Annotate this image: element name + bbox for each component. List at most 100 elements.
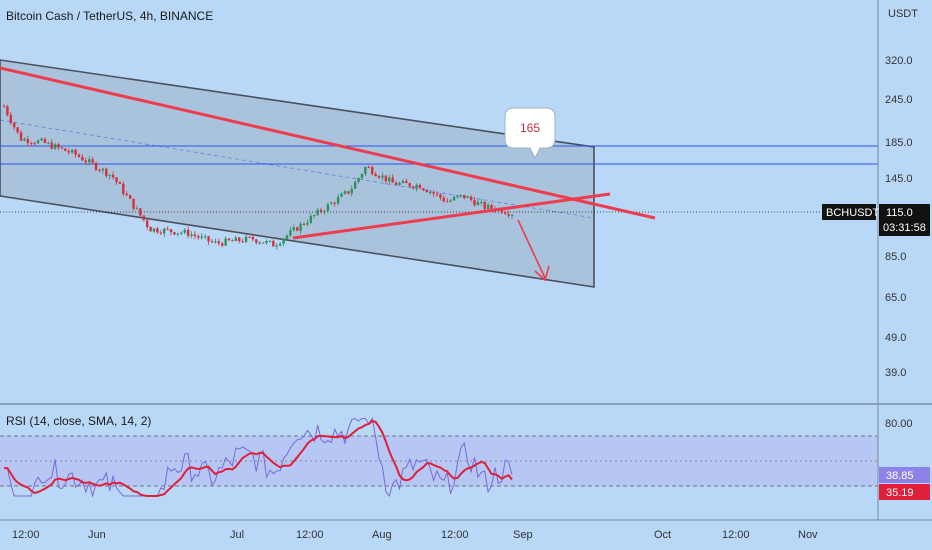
candle-body[interactable] xyxy=(408,183,411,187)
candle-body[interactable] xyxy=(364,167,367,174)
candle-body[interactable] xyxy=(173,232,176,235)
candle-body[interactable] xyxy=(16,127,19,133)
candle-body[interactable] xyxy=(398,182,401,185)
candle-body[interactable] xyxy=(186,229,190,236)
candle-body[interactable] xyxy=(446,201,449,203)
candle-body[interactable] xyxy=(255,239,258,243)
candle-body[interactable] xyxy=(251,236,255,240)
descending-trendline[interactable] xyxy=(0,66,656,220)
candle-body[interactable] xyxy=(183,229,186,233)
candle-body[interactable] xyxy=(299,223,302,231)
candle-body[interactable] xyxy=(428,192,432,194)
candle-body[interactable] xyxy=(490,204,493,209)
candle-body[interactable] xyxy=(193,234,197,237)
candle-body[interactable] xyxy=(57,144,60,148)
candle-body[interactable] xyxy=(98,169,101,171)
candle-body[interactable] xyxy=(50,142,53,149)
candle-body[interactable] xyxy=(149,226,152,232)
candle-body[interactable] xyxy=(285,235,289,240)
rsi-line[interactable] xyxy=(4,417,513,498)
candle-body[interactable] xyxy=(227,238,231,241)
candle-body[interactable] xyxy=(330,202,333,205)
candle-body[interactable] xyxy=(289,230,292,236)
candle-body[interactable] xyxy=(381,175,384,178)
candle-body[interactable] xyxy=(394,182,398,185)
candle-body[interactable] xyxy=(435,193,439,195)
candle-body[interactable] xyxy=(439,194,442,198)
candle-body[interactable] xyxy=(234,237,238,241)
candle-body[interactable] xyxy=(207,236,210,242)
candle-body[interactable] xyxy=(159,232,163,234)
candle-body[interactable] xyxy=(122,183,125,194)
candle-body[interactable] xyxy=(268,240,272,242)
candle-body[interactable] xyxy=(43,138,47,144)
candle-body[interactable] xyxy=(180,232,183,234)
candle-body[interactable] xyxy=(210,241,214,243)
candle-body[interactable] xyxy=(347,191,350,194)
candle-body[interactable] xyxy=(94,162,98,170)
candle-body[interactable] xyxy=(463,194,466,198)
candle-body[interactable] xyxy=(405,181,408,184)
candle-body[interactable] xyxy=(156,228,159,233)
candle-body[interactable] xyxy=(74,149,77,155)
candle-body[interactable] xyxy=(309,215,313,223)
candle-body[interactable] xyxy=(111,174,115,178)
candle-body[interactable] xyxy=(115,177,118,183)
candle-body[interactable] xyxy=(221,243,224,246)
candle-body[interactable] xyxy=(203,236,207,238)
candle-body[interactable] xyxy=(142,215,145,221)
candle-body[interactable] xyxy=(118,182,122,184)
candle-body[interactable] xyxy=(64,148,67,152)
candle-body[interactable] xyxy=(507,213,510,216)
descending-channel[interactable] xyxy=(0,59,595,288)
candle-body[interactable] xyxy=(391,177,394,183)
candle-body[interactable] xyxy=(343,191,347,194)
candle-body[interactable] xyxy=(53,144,57,149)
rsi-sma-line[interactable] xyxy=(4,419,513,497)
candle-body[interactable] xyxy=(480,202,483,204)
candle-body[interactable] xyxy=(272,240,275,247)
candle-body[interactable] xyxy=(217,241,220,244)
candle-body[interactable] xyxy=(169,229,173,233)
candle-body[interactable] xyxy=(40,138,43,141)
candle-body[interactable] xyxy=(128,195,132,199)
candle-body[interactable] xyxy=(401,181,405,183)
candle-body[interactable] xyxy=(313,214,316,216)
candle-body[interactable] xyxy=(292,227,295,231)
candle-body[interactable] xyxy=(282,239,285,244)
candle-body[interactable] xyxy=(26,138,30,144)
candle-body[interactable] xyxy=(456,196,459,198)
candle-body[interactable] xyxy=(70,149,74,153)
candle-body[interactable] xyxy=(47,142,50,144)
candle-body[interactable] xyxy=(261,242,265,244)
candle-body[interactable] xyxy=(486,204,490,210)
candle-body[interactable] xyxy=(388,177,391,182)
candle-body[interactable] xyxy=(214,241,217,243)
candle-body[interactable] xyxy=(278,243,282,246)
candle-body[interactable] xyxy=(105,168,108,176)
candle-body[interactable] xyxy=(418,184,422,189)
candle-body[interactable] xyxy=(466,196,469,198)
candle-body[interactable] xyxy=(77,154,81,157)
candle-body[interactable] xyxy=(6,106,9,115)
candle-body[interactable] xyxy=(241,241,244,243)
candle-body[interactable] xyxy=(132,198,135,209)
candle-body[interactable] xyxy=(88,159,91,163)
candle-body[interactable] xyxy=(197,236,200,238)
candle-body[interactable] xyxy=(258,242,261,244)
candle-body[interactable] xyxy=(152,228,156,232)
candle-body[interactable] xyxy=(190,234,193,236)
candle-body[interactable] xyxy=(176,233,180,235)
candle-body[interactable] xyxy=(33,143,36,145)
candle-body[interactable] xyxy=(411,186,415,189)
candle-body[interactable] xyxy=(503,212,507,214)
candle-body[interactable] xyxy=(323,210,326,212)
candle-body[interactable] xyxy=(510,215,514,217)
candle-body[interactable] xyxy=(275,245,278,247)
candle-body[interactable] xyxy=(469,196,473,200)
candle-body[interactable] xyxy=(449,200,452,202)
candle-body[interactable] xyxy=(357,177,360,182)
candle-body[interactable] xyxy=(84,160,88,163)
candle-body[interactable] xyxy=(316,209,319,215)
candle-body[interactable] xyxy=(231,240,234,242)
